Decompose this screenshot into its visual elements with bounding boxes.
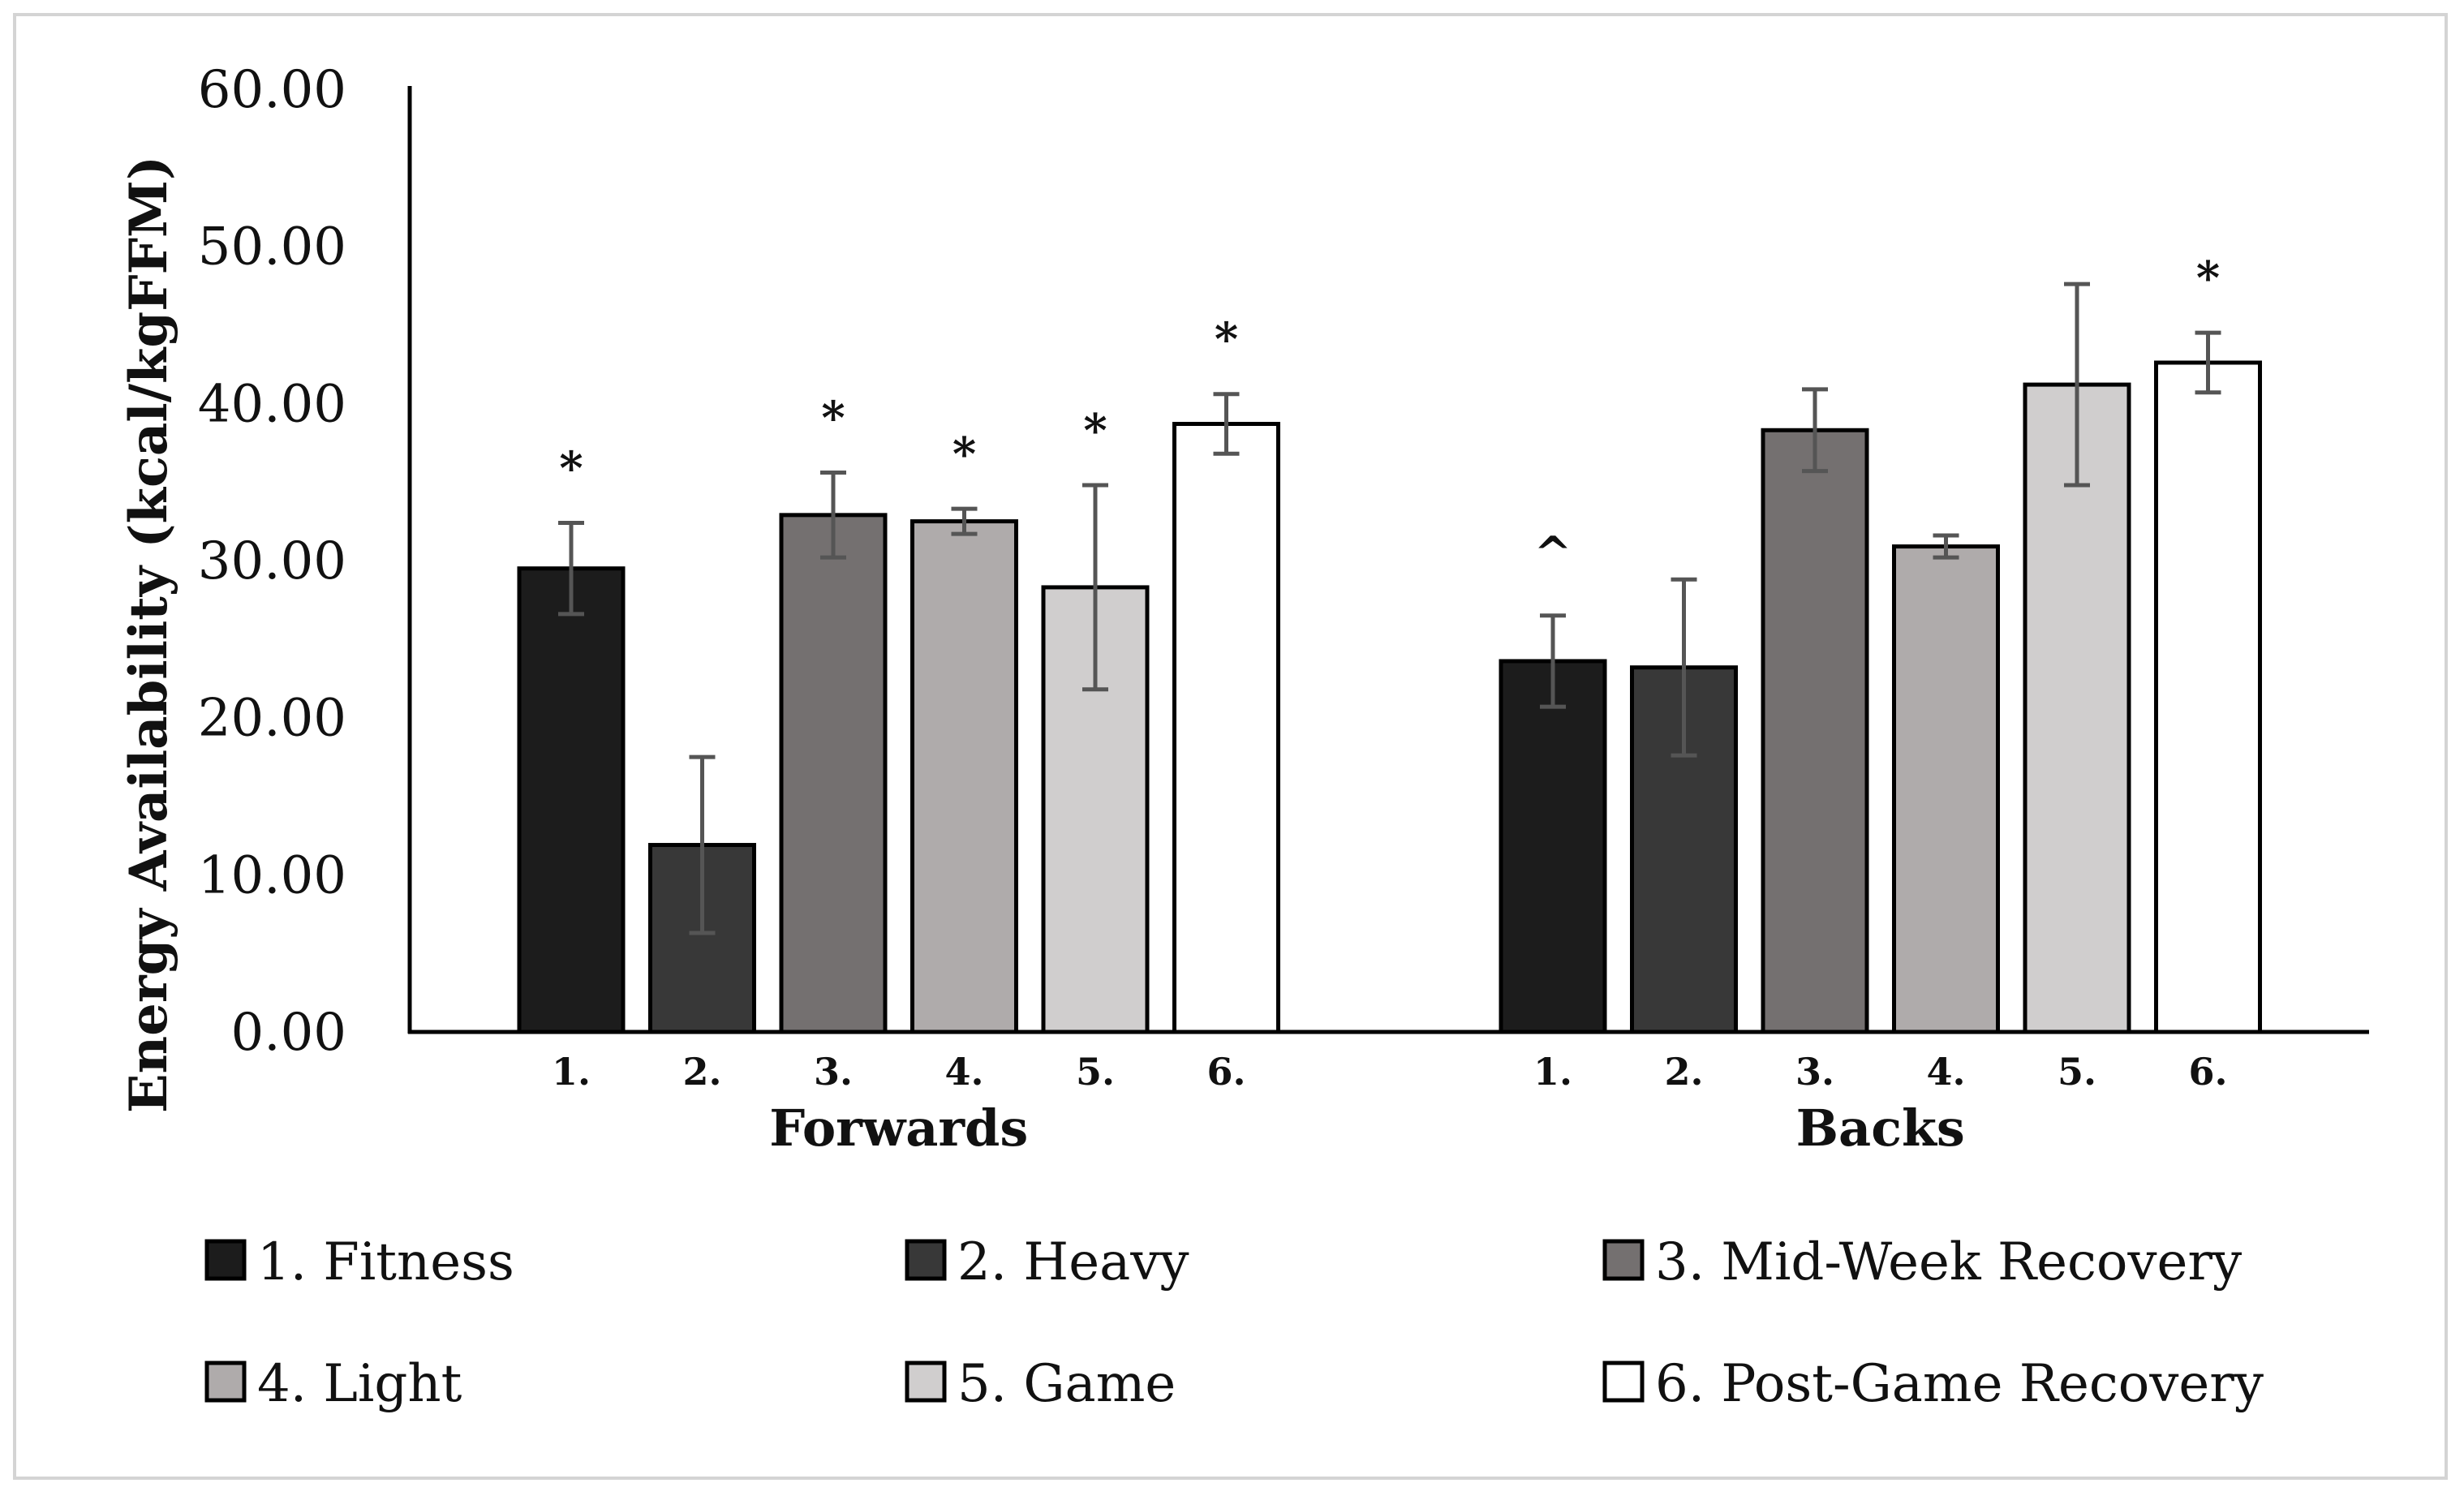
bar-number-label: 1. (1533, 1050, 1572, 1094)
legend-swatch (204, 1361, 247, 1403)
bar-backs-4 (1892, 544, 2000, 1034)
bar-number-label: 2. (1664, 1050, 1703, 1094)
bar-number-label: 4. (944, 1050, 983, 1094)
bar-number-label: 3. (1795, 1050, 1834, 1094)
legend-swatch (204, 1239, 247, 1281)
bar-forwards-4 (910, 519, 1018, 1034)
legend-swatch (905, 1239, 947, 1281)
y-tick-label: 20.00 (198, 689, 346, 749)
significance-marker: * (1083, 404, 1107, 458)
bar-number-label: 5. (2058, 1050, 2096, 1094)
y-tick-label: 30.00 (198, 531, 346, 591)
legend-swatch (1602, 1361, 1645, 1403)
legend-swatch (1602, 1239, 1645, 1281)
y-tick-label: 40.00 (198, 374, 346, 434)
significance-marker: ^ (1534, 527, 1572, 580)
bar-backs-5 (2023, 382, 2131, 1034)
bar-forwards-1 (517, 566, 626, 1034)
bar-backs-6 (2154, 360, 2262, 1034)
y-axis-title: Energy Availability (kcal/kgFFM) (118, 156, 179, 1113)
bar-number-label: 6. (1206, 1050, 1245, 1094)
legend-label: 5. Game (957, 1354, 1176, 1414)
legend-label: 1. Fitness (257, 1232, 514, 1292)
group-label-forwards: Forwards (769, 1098, 1028, 1158)
bar-backs-3 (1761, 428, 1869, 1034)
legend-label: 3. Mid-Week Recovery (1655, 1232, 2242, 1292)
bar-number-label: 5. (1076, 1050, 1115, 1094)
y-tick-label: 10.00 (198, 845, 346, 905)
significance-marker: * (821, 392, 845, 445)
bar-number-label: 6. (2188, 1050, 2227, 1094)
legend-label: 2. Heavy (957, 1232, 1189, 1292)
bar-number-label: 1. (552, 1050, 591, 1094)
x-axis-labels: 1. 2. 3. 4. 5. 6. Forwards 1. 2. 3. 4. 5. 6. Backs (552, 1050, 2228, 1158)
y-axis-title-text: Energy Availability (kcal/kgFFM) (118, 156, 179, 1113)
y-tick-label: 50.00 (198, 217, 346, 277)
legend-label: 4. Light (257, 1354, 462, 1414)
y-tick-label: 60.00 (198, 60, 346, 120)
bar-forwards-6 (1172, 422, 1280, 1034)
legend-label: 6. Post-Game Recovery (1655, 1354, 2264, 1414)
bar-backs-2 (1630, 665, 1738, 1034)
bar-backs-1 (1499, 659, 1607, 1034)
legend: 1. Fitness 2. Heavy 3. Mid-Week Recovery 4.… (204, 1232, 2264, 1414)
bar-number-label: 2. (682, 1050, 721, 1094)
bar-number-label: 4. (1926, 1050, 1965, 1094)
y-tick-label: 0.00 (231, 1003, 347, 1063)
bar-number-label: 3. (814, 1050, 853, 1094)
significance-marker: * (952, 428, 976, 481)
bar-forwards-3 (779, 513, 888, 1034)
bars: * * * * * ^ * (517, 251, 2262, 1034)
significance-marker: * (559, 442, 583, 496)
significance-marker: * (1215, 313, 1238, 367)
significance-marker: * (2196, 251, 2220, 305)
group-label-backs: Backs (1796, 1098, 1965, 1158)
legend-swatch (905, 1361, 947, 1403)
figure-frame (13, 13, 2448, 1480)
y-axis-ticks: 0.00 10.00 20.00 30.00 40.00 50.00 60.00 (198, 60, 346, 1063)
